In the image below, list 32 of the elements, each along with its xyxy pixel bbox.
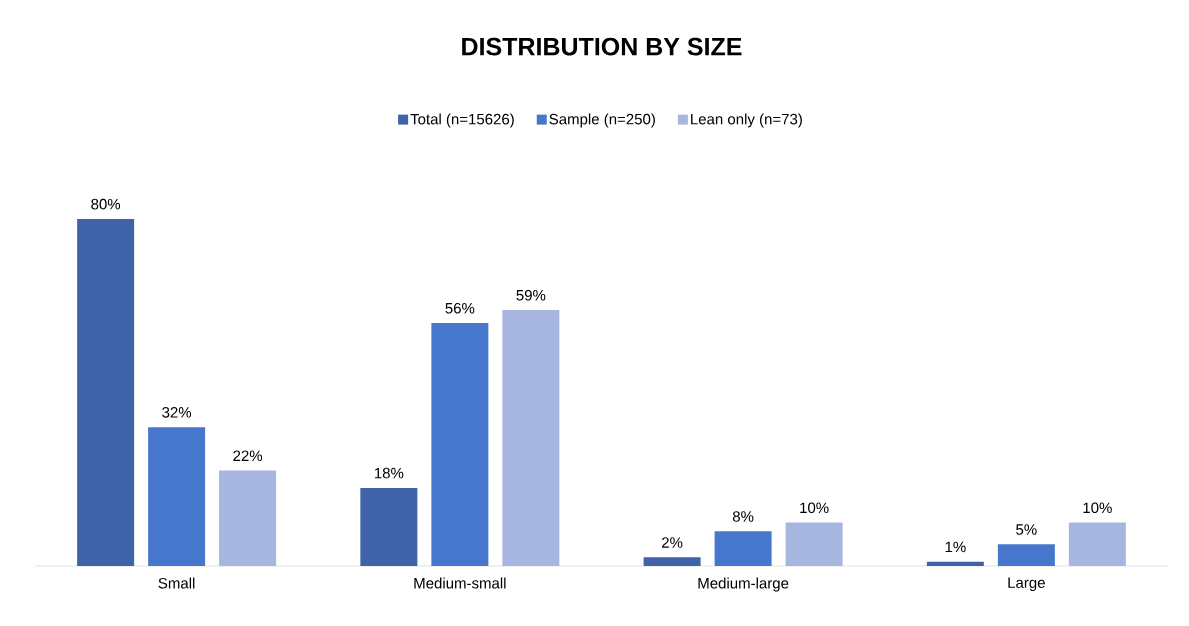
- data-label: 1%: [945, 541, 966, 553]
- data-label: 18%: [374, 467, 404, 479]
- x-tick-label: Small: [158, 577, 195, 589]
- x-tick-label: Large: [1008, 577, 1045, 591]
- bar: [714, 531, 772, 566]
- bar: [997, 544, 1055, 566]
- data-label: 2%: [662, 537, 683, 548]
- data-label: 10%: [800, 502, 829, 514]
- bar: [785, 522, 843, 566]
- bar: [926, 561, 984, 566]
- data-label: 59%: [516, 289, 546, 301]
- bar: [148, 427, 206, 566]
- x-tick-label: Medium-small: [414, 577, 506, 589]
- bar: [431, 323, 489, 566]
- data-label: 5%: [1016, 524, 1037, 535]
- data-label: 56%: [445, 302, 475, 314]
- data-label: 10%: [1083, 502, 1112, 514]
- x-tick-label: Medium-large: [698, 577, 789, 592]
- chart-title: DISTRIBUTION BY SIZE: [462, 37, 742, 56]
- legend-label: Lean only (n=73): [691, 113, 802, 128]
- legend-label: Sample (n=250): [549, 113, 655, 128]
- data-label: 32%: [162, 407, 192, 418]
- data-label: 22%: [233, 450, 263, 462]
- data-label: 8%: [732, 511, 754, 522]
- data-label: 80%: [91, 198, 121, 210]
- bar: [1068, 522, 1126, 566]
- bar: [643, 557, 701, 566]
- bar: [219, 470, 277, 566]
- bar: [77, 218, 135, 566]
- bar: [502, 310, 560, 566]
- bar: [360, 487, 418, 566]
- legend-label: Total (n=15626): [410, 113, 514, 128]
